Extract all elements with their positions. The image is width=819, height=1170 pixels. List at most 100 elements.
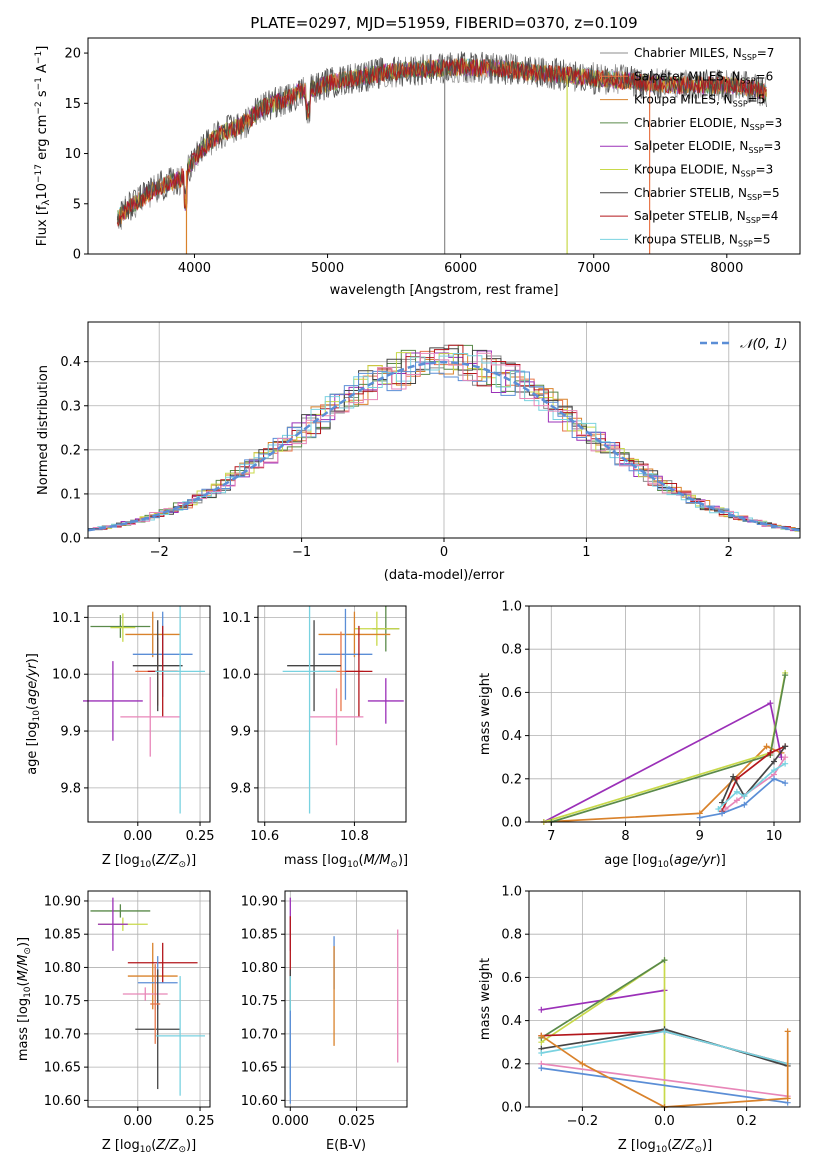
y-tick-label: 0 bbox=[73, 248, 81, 263]
weight-series-0 bbox=[543, 745, 782, 823]
y-tick-label: 0.4 bbox=[501, 1014, 522, 1029]
y-tick-label: 9.9 bbox=[60, 725, 81, 740]
age-vs-z-panel: 0.00 0.25 9.8 9.9 10.0 10.1 Z [log10(Z/Z⊙)] a… bbox=[25, 605, 215, 870]
weight-marker bbox=[661, 1028, 668, 1035]
errorbar-point bbox=[345, 625, 373, 717]
legend-normal-label: 𝒩(0, 1) bbox=[740, 337, 787, 352]
mass-weight-vs-z-xlabel: Z [log10(Z/Z⊙)] bbox=[618, 1138, 712, 1155]
y-tick-label: 20 bbox=[64, 47, 81, 62]
y-tick-label: 10.70 bbox=[241, 1027, 278, 1042]
spectrum-lines bbox=[116, 51, 767, 254]
weight-marker bbox=[763, 743, 770, 750]
errorbar-point bbox=[122, 987, 168, 1001]
x-tick-label: 9 bbox=[696, 829, 704, 844]
y-tick-label: 0.8 bbox=[501, 643, 522, 658]
y-tick-label: 0.2 bbox=[501, 772, 522, 787]
y-tick-label: 10.0 bbox=[52, 668, 81, 683]
errorbar-point bbox=[125, 611, 181, 658]
y-tick-label: 5 bbox=[73, 197, 81, 212]
errorbar-point bbox=[287, 620, 341, 712]
x-tick-label: 6000 bbox=[444, 261, 477, 276]
y-tick-label: 10.80 bbox=[44, 961, 81, 976]
weight-marker bbox=[784, 1095, 791, 1102]
y-tick-label: 0.0 bbox=[60, 532, 81, 547]
weight-marker bbox=[538, 1032, 545, 1039]
weight-marker bbox=[579, 1060, 586, 1067]
x-tick-label: 0.2 bbox=[736, 1114, 757, 1129]
legend-label: Chabrier MILES, NSSP=7 bbox=[634, 46, 774, 62]
y-tick-label: 10.65 bbox=[44, 1061, 81, 1076]
y-tick-label: 10.65 bbox=[241, 1061, 278, 1076]
weight-marker bbox=[782, 672, 789, 679]
mass-vs-ebv-xlabel: E(B-V) bbox=[326, 1138, 366, 1153]
errorbar-point bbox=[110, 613, 136, 642]
x-tick-label: 4000 bbox=[178, 261, 211, 276]
weight-marker bbox=[538, 1050, 545, 1056]
mass-weight-vs-z-panel: −0.2 0.0 0.2 0.0 0.2 0.4 0.6 0.8 1.0 Z [log10(Z/… bbox=[478, 885, 801, 1155]
errorbar-point bbox=[318, 608, 373, 700]
y-tick-label: 0.0 bbox=[501, 816, 522, 831]
y-tick-label: 0.2 bbox=[60, 443, 81, 458]
weight-marker bbox=[538, 1065, 545, 1072]
spectrum-series-6 bbox=[116, 51, 767, 228]
errorbar-point bbox=[309, 688, 364, 746]
age-vs-mass-panel: 10.6 10.8 9.8 9.9 10.0 10.1 mass [log10(M/M⊙)… bbox=[222, 605, 408, 870]
weight-marker bbox=[767, 749, 774, 756]
x-tick-label: 10 bbox=[766, 829, 783, 844]
histogram-series-2 bbox=[97, 353, 800, 532]
mass-vs-z-panel: 0.00 0.25 10.60 10.65 10.70 10.75 10.80 10.85 10… bbox=[16, 890, 215, 1155]
x-tick-label: 7 bbox=[547, 829, 555, 844]
y-tick-label: 10.1 bbox=[52, 611, 81, 626]
spectrum-axes: 4000 5000 6000 7000 8000 0 5 10 15 20 bbox=[64, 47, 743, 276]
weight-marker bbox=[538, 1006, 545, 1013]
weight-marker bbox=[719, 810, 726, 817]
x-tick-label: 0.025 bbox=[338, 1114, 375, 1129]
y-tick-label: 0.3 bbox=[60, 399, 81, 414]
x-tick-label: −1 bbox=[292, 545, 311, 560]
x-tick-label: −2 bbox=[150, 545, 169, 560]
y-tick-label: 0.0 bbox=[501, 1101, 522, 1116]
errorbar-point bbox=[90, 904, 151, 918]
x-tick-label: 8 bbox=[621, 829, 629, 844]
spectrum-frame bbox=[87, 37, 801, 255]
x-tick-label: 0.25 bbox=[186, 1114, 215, 1129]
errorbar-point bbox=[282, 606, 337, 814]
y-tick-label: 1.0 bbox=[501, 600, 522, 615]
errorbar-point bbox=[354, 611, 400, 646]
weight-marker bbox=[782, 760, 789, 767]
x-tick-label: 5000 bbox=[311, 261, 344, 276]
y-tick-label: 0.8 bbox=[501, 928, 522, 943]
weight-marker bbox=[767, 700, 774, 707]
y-tick-label: 9.8 bbox=[60, 781, 81, 796]
y-tick-label: 15 bbox=[64, 97, 81, 112]
y-tick-label: 10 bbox=[64, 147, 81, 162]
x-tick-label: 10.8 bbox=[340, 829, 369, 844]
y-tick-label: 10.60 bbox=[241, 1094, 278, 1109]
weight-marker bbox=[715, 806, 722, 813]
y-tick-label: 10.75 bbox=[44, 994, 81, 1009]
residuals-ylabel: Normed distribution bbox=[36, 365, 51, 495]
y-tick-label: 0.2 bbox=[501, 1057, 522, 1072]
mass-weight-vs-age-xlabel: age [log10(age/yr)] bbox=[604, 853, 726, 870]
weight-marker bbox=[661, 957, 668, 964]
mass-weight-vs-z-ylabel: mass weight bbox=[478, 958, 493, 1040]
age-vs-mass-frame bbox=[257, 605, 407, 823]
errorbar-point bbox=[135, 969, 181, 1090]
x-tick-label: 7000 bbox=[577, 261, 610, 276]
errorbar-point bbox=[155, 976, 206, 1096]
weight-marker bbox=[771, 775, 778, 782]
x-tick-label: 8000 bbox=[710, 261, 743, 276]
legend-label: Chabrier ELODIE, NSSP=3 bbox=[634, 116, 782, 132]
y-tick-label: 0.4 bbox=[60, 355, 81, 370]
normal-curve bbox=[87, 360, 801, 532]
legend-label: Chabrier STELIB, NSSP=5 bbox=[634, 186, 780, 202]
weight-marker bbox=[782, 780, 789, 787]
x-tick-label: 0.00 bbox=[123, 829, 152, 844]
spectrum-panel: Chabrier MILES, NSSP=7 Salpeter MILES, NS… bbox=[34, 37, 801, 298]
x-tick-label: 0.0 bbox=[654, 1114, 675, 1129]
spectrum-xlabel: wavelength [Angstrom, rest frame] bbox=[330, 283, 559, 298]
y-tick-label: 9.8 bbox=[230, 781, 251, 796]
y-tick-label: 10.70 bbox=[44, 1027, 81, 1042]
y-tick-label: 10.85 bbox=[241, 928, 278, 943]
